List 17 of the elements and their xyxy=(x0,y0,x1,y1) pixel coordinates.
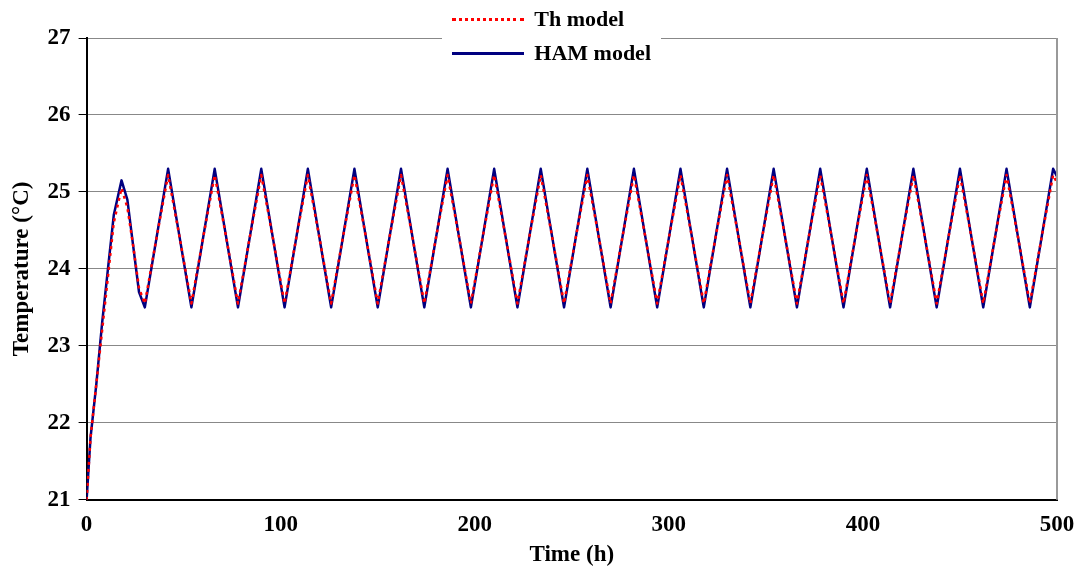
y-tick-label: 21 xyxy=(47,485,71,511)
x-axis-title: Time (h) xyxy=(529,541,615,567)
x-tick-label: 200 xyxy=(457,510,493,536)
y-tick-label: 22 xyxy=(47,408,71,434)
y-tick-label: 27 xyxy=(47,23,71,49)
y-tick-label: 23 xyxy=(47,331,71,357)
y-tick-label: 25 xyxy=(47,177,71,203)
x-tick-label: 400 xyxy=(845,510,881,536)
y-tick-label: 26 xyxy=(47,100,71,126)
x-tick-label: 0 xyxy=(80,510,93,536)
x-tick-label: 300 xyxy=(651,510,687,536)
y-axis-title: Temperature (°C) xyxy=(7,181,33,357)
x-tick-label: 500 xyxy=(1039,510,1075,536)
x-tick-label: 100 xyxy=(263,510,298,536)
legend-label: Th model xyxy=(534,6,625,32)
y-tick-label: 24 xyxy=(47,254,72,280)
legend-label: HAM model xyxy=(534,40,651,66)
